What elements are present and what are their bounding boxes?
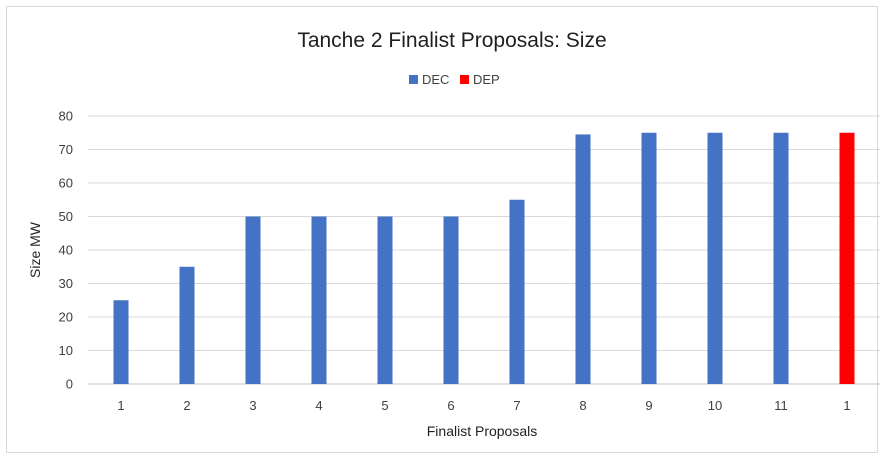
legend-swatch-dec [409, 75, 418, 84]
x-tick-label: 1 [843, 398, 850, 413]
bar-dec-6 [443, 216, 459, 384]
legend-label-dep: DEP [473, 72, 500, 87]
x-tick-label: 5 [381, 398, 388, 413]
bar-dec-8 [575, 134, 591, 384]
x-axis-ticks: 1 2 3 4 5 6 7 8 9 10 11 1 [117, 398, 850, 413]
legend-label-dec: DEC [422, 72, 449, 87]
y-axis-ticks: 0 10 20 30 40 50 60 70 80 [59, 109, 73, 392]
bar-dec-11 [773, 132, 789, 384]
bar-dec-4 [311, 216, 327, 384]
bar-dec-7 [509, 199, 525, 384]
legend-swatch-dep [460, 75, 469, 84]
y-tick-label: 30 [59, 276, 73, 291]
x-tick-label: 6 [447, 398, 454, 413]
bar-dec-3 [245, 216, 261, 384]
bar-dec-10 [707, 132, 723, 384]
y-tick-label: 0 [66, 377, 73, 392]
y-tick-label: 60 [59, 176, 73, 191]
legend: DEC DEP [409, 72, 500, 87]
y-tick-label: 70 [59, 142, 73, 157]
chart-title: Tanche 2 Finalist Proposals: Size [297, 29, 606, 52]
x-tick-label: 10 [708, 398, 722, 413]
x-tick-label: 4 [315, 398, 322, 413]
y-tick-label: 40 [59, 243, 73, 258]
chart-frame [6, 6, 878, 453]
x-tick-label: 9 [645, 398, 652, 413]
y-tick-label: 50 [59, 209, 73, 224]
bar-dec-1 [113, 300, 129, 384]
x-tick-label: 1 [117, 398, 124, 413]
x-tick-label: 2 [183, 398, 190, 413]
bar-dec-5 [377, 216, 393, 384]
y-tick-label: 80 [59, 109, 73, 124]
bar-dep-12 [839, 132, 855, 384]
bar-dec-2 [179, 266, 195, 384]
x-tick-label: 7 [513, 398, 520, 413]
y-tick-label: 10 [59, 343, 73, 358]
y-tick-label: 20 [59, 310, 73, 325]
x-axis-label: Finalist Proposals [427, 423, 538, 439]
y-axis-label: Size MW [27, 221, 43, 278]
bar-dec-9 [641, 132, 657, 384]
gridlines [88, 115, 880, 385]
x-tick-label: 3 [249, 398, 256, 413]
bars [113, 132, 855, 384]
x-tick-label: 11 [774, 398, 788, 413]
x-tick-label: 8 [579, 398, 586, 413]
